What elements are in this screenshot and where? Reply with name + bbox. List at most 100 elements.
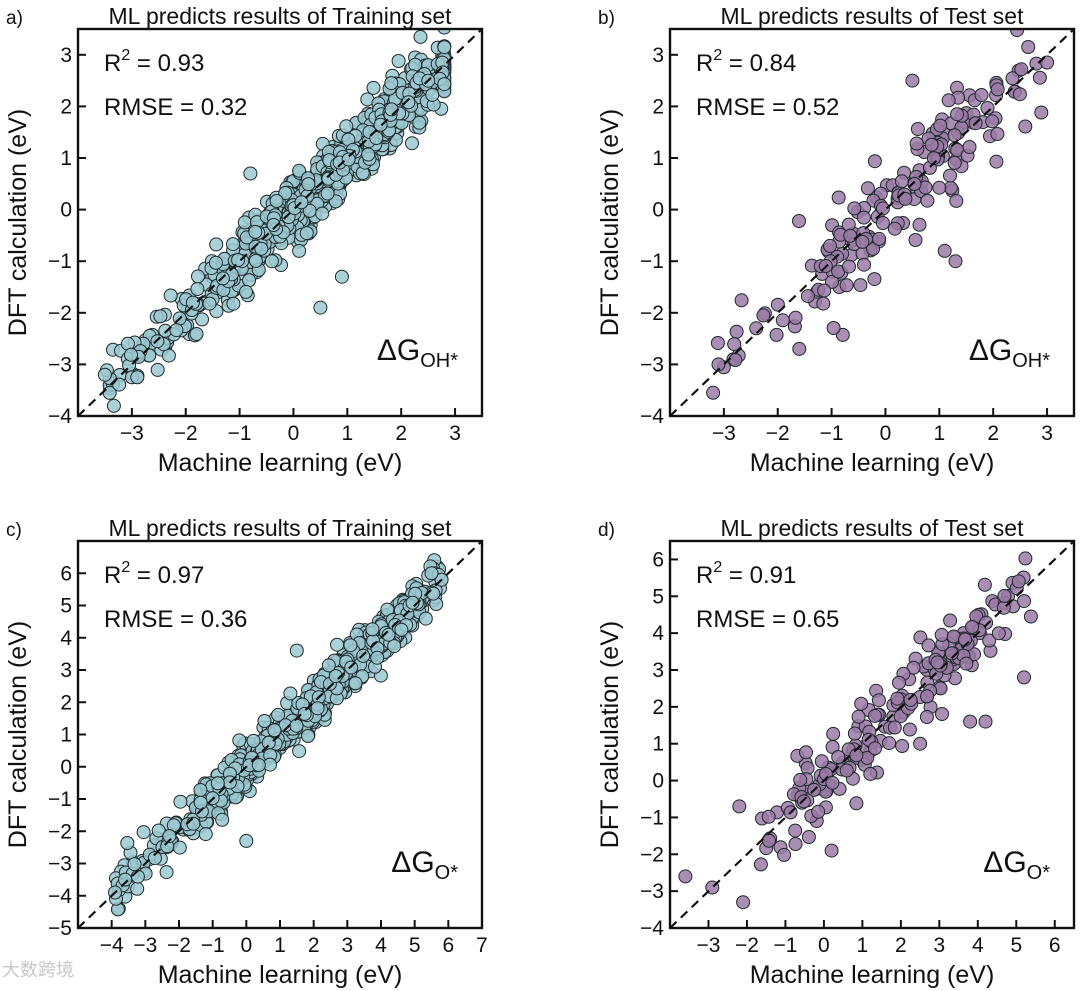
data-point	[943, 180, 958, 195]
panel-label: b)	[598, 8, 615, 29]
x-axis-label: Machine learning (eV)	[158, 961, 403, 989]
x-tick-label: 0	[880, 422, 892, 445]
descriptor-subscript: O*	[1027, 862, 1051, 884]
data-point	[887, 221, 902, 236]
data-point	[990, 82, 1005, 97]
data-point	[910, 122, 925, 136]
panel-label: c)	[6, 520, 22, 541]
data-point	[978, 714, 993, 729]
x-axis-label: Machine learning (eV)	[158, 449, 403, 477]
x-tick-label: 0	[818, 934, 830, 957]
data-point	[147, 851, 162, 866]
y-tick-label: 5	[60, 595, 72, 618]
data-point	[895, 739, 910, 753]
data-point	[283, 686, 298, 701]
chart-title: ML predicts results of Test set	[721, 515, 1025, 541]
x-tick-label: 7	[476, 934, 488, 957]
data-point	[405, 136, 419, 151]
data-point	[118, 872, 133, 887]
data-point	[339, 119, 354, 134]
data-point	[853, 278, 868, 293]
r-squared-superscript: 2	[121, 559, 130, 576]
data-point	[729, 324, 744, 339]
y-tick-label: −1	[640, 250, 664, 273]
data-point	[424, 566, 439, 581]
r-squared-annotation: R2 = 0.93	[104, 47, 204, 77]
data-point	[267, 723, 282, 738]
data-point	[292, 243, 307, 258]
r-squared-value: = 0.91	[722, 562, 796, 589]
data-point	[413, 29, 428, 44]
data-point	[321, 658, 336, 673]
chart-title: ML predicts results of Training set	[108, 3, 452, 29]
data-point	[965, 620, 979, 634]
data-point	[189, 327, 204, 341]
data-point	[248, 224, 263, 239]
data-point	[824, 843, 839, 858]
data-point	[980, 101, 995, 115]
data-point	[868, 708, 882, 723]
data-point	[887, 720, 902, 735]
chart-title: ML predicts results of Test set	[721, 3, 1025, 29]
identity-line	[669, 28, 1075, 417]
data-point	[1023, 609, 1038, 624]
y-tick-label: 3	[60, 659, 72, 682]
data-point	[948, 254, 963, 269]
descriptor-label: ΔGOH*	[969, 334, 1050, 372]
data-point	[169, 323, 184, 338]
data-point	[932, 180, 947, 195]
x-tick-label: −3	[696, 934, 720, 957]
y-tick-label: 5	[652, 585, 664, 608]
r-squared-superscript: 2	[713, 559, 722, 576]
rmse-annotation: RMSE = 0.65	[696, 606, 839, 633]
descriptor-subscript: OH*	[1012, 350, 1050, 372]
rmse-annotation: RMSE = 0.36	[104, 606, 247, 633]
y-tick-label: −2	[48, 820, 72, 843]
data-point	[997, 588, 1012, 603]
data-point	[210, 776, 225, 791]
descriptor-subscript: O*	[435, 862, 459, 884]
data-point	[756, 308, 771, 323]
data-point	[381, 627, 396, 642]
data-point	[801, 830, 816, 844]
data-point	[847, 726, 862, 741]
x-tick-label: 3	[341, 934, 353, 957]
r-squared-value: = 0.84	[722, 50, 796, 77]
x-tick-label: 6	[1049, 934, 1061, 957]
data-point	[185, 295, 200, 310]
data-point	[894, 174, 909, 189]
data-point	[777, 847, 792, 862]
data-point	[257, 714, 272, 728]
y-tick-label: 3	[60, 44, 72, 67]
y-axis-label: DFT calculation (eV)	[4, 109, 32, 336]
scatter-panel-c: c) ML predicts results of Training set−4−…	[4, 515, 488, 989]
data-point	[292, 744, 307, 759]
x-tick-label: 6	[442, 934, 454, 957]
data-point	[788, 837, 803, 851]
data-point	[710, 336, 725, 350]
x-tick-label: −2	[167, 934, 191, 957]
y-tick-label: −3	[640, 353, 664, 376]
data-point	[678, 869, 693, 884]
plot-frame	[76, 27, 484, 418]
y-tick-label: 2	[652, 95, 664, 118]
x-axis-label: Machine learning (eV)	[750, 961, 995, 989]
data-point	[289, 718, 304, 733]
data-point	[991, 626, 1006, 641]
y-tick-label: 6	[60, 562, 72, 585]
data-point	[839, 763, 854, 778]
data-point	[866, 241, 880, 256]
r-squared-value: = 0.97	[130, 562, 204, 589]
data-point	[239, 833, 254, 848]
x-tick-label: −3	[133, 934, 157, 957]
x-tick-label: 2	[308, 934, 320, 957]
data-point	[974, 88, 989, 102]
data-point	[248, 253, 263, 268]
data-point	[949, 193, 964, 208]
r-squared-superscript: 2	[121, 47, 130, 64]
r-squared-annotation: R2 = 0.97	[104, 559, 204, 589]
r-squared-value: = 0.93	[130, 50, 204, 77]
data-point	[437, 29, 452, 35]
y-tick-label: −4	[640, 405, 664, 428]
data-point	[330, 637, 345, 652]
